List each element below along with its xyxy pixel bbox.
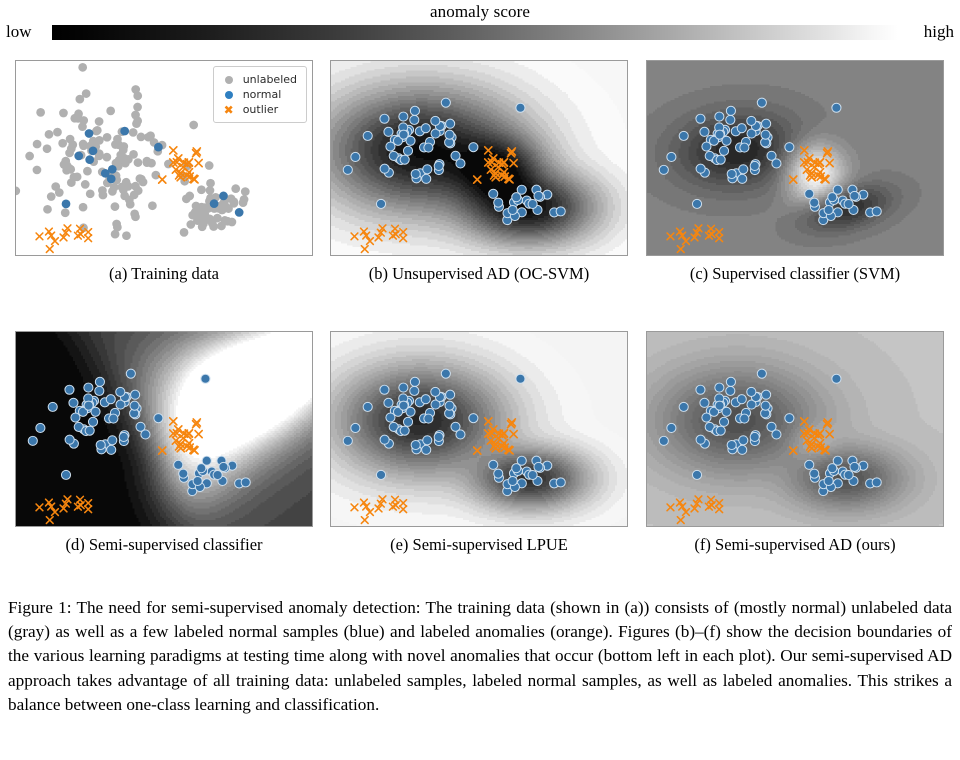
- legend-row-normal: normal: [221, 87, 297, 102]
- panel-e-semisupervised-lpue[interactable]: [330, 331, 628, 527]
- legend-label-outlier: outlier: [242, 103, 279, 116]
- panel-caption-c: (c) Supervised classifier (SVM): [689, 264, 901, 283]
- legend-row-unlabeled: unlabeled: [221, 72, 297, 87]
- panel-f-semisupervised-ad-ours[interactable]: [646, 331, 944, 527]
- panel-caption-b: (b) Unsupervised AD (OC-SVM): [368, 264, 590, 283]
- legend-label-unlabeled: unlabeled: [242, 73, 297, 86]
- colorbar-gradient: [52, 25, 898, 40]
- circle-blue-icon: [221, 90, 237, 99]
- colorbar-title: anomaly score: [430, 2, 530, 21]
- panel-caption-d: (d) Semi-supervised classifier: [65, 535, 263, 554]
- panel-caption-f: (f) Semi-supervised AD (ours): [694, 535, 896, 554]
- panel-caption-a: (a) Training data: [109, 264, 219, 283]
- anomaly-score-colorbar: anomaly score low high: [0, 0, 960, 50]
- legend-row-outlier: ✖ outlier: [221, 102, 297, 117]
- figure-caption: Figure 1: The need for semi-supervised a…: [8, 598, 952, 714]
- panel-b-unsupervised-ad[interactable]: [330, 60, 628, 256]
- panel-a-training-data[interactable]: unlabeled normal ✖ outlier: [15, 60, 313, 256]
- panel-caption-e: (e) Semi-supervised LPUE: [390, 535, 568, 554]
- legend-label-normal: normal: [242, 88, 282, 101]
- panel-f-plot: [647, 332, 943, 526]
- panel-d-plot: [16, 332, 312, 526]
- panel-e-plot: [331, 332, 627, 526]
- cross-orange-icon: ✖: [223, 102, 234, 117]
- plot-legend: unlabeled normal ✖ outlier: [212, 66, 307, 123]
- circle-gray-icon: [221, 75, 237, 84]
- panel-c-plot: [647, 61, 943, 255]
- panel-grid: unlabeled normal ✖ outlier: [0, 56, 960, 576]
- panel-b-plot: [331, 61, 627, 255]
- colorbar-high-label: high: [923, 22, 954, 41]
- colorbar-low-label: low: [6, 22, 32, 41]
- panel-c-supervised-classifier[interactable]: [646, 60, 944, 256]
- panel-d-semisupervised-classifier[interactable]: [15, 331, 313, 527]
